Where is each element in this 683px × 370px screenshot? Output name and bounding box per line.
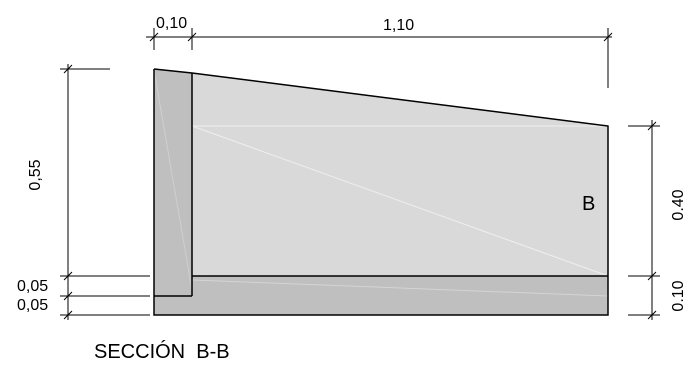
dim-right-lower: 0,10 <box>670 280 683 311</box>
hatch-line <box>153 69 193 291</box>
dim-left-height: 0,55 <box>27 159 44 190</box>
section-outline <box>153 68 609 316</box>
hatch-line <box>191 279 609 297</box>
left-dimension <box>60 64 150 320</box>
dim-top-right: 1,10 <box>383 17 414 34</box>
dim-right-height: 0,40 <box>670 189 683 220</box>
dim-left-lower-2: 0,05 <box>17 297 48 314</box>
right-dimension <box>628 120 660 320</box>
hatch-line <box>191 125 609 277</box>
top-dimension <box>146 28 613 88</box>
dim-left-lower-1: 0,05 <box>17 278 48 295</box>
section-title: SECCIÓN B-B <box>94 340 230 363</box>
bottom-band <box>154 276 608 315</box>
main-slab-body <box>192 73 608 276</box>
dim-top-left: 0,10 <box>156 15 187 32</box>
region-label: B <box>582 193 595 215</box>
